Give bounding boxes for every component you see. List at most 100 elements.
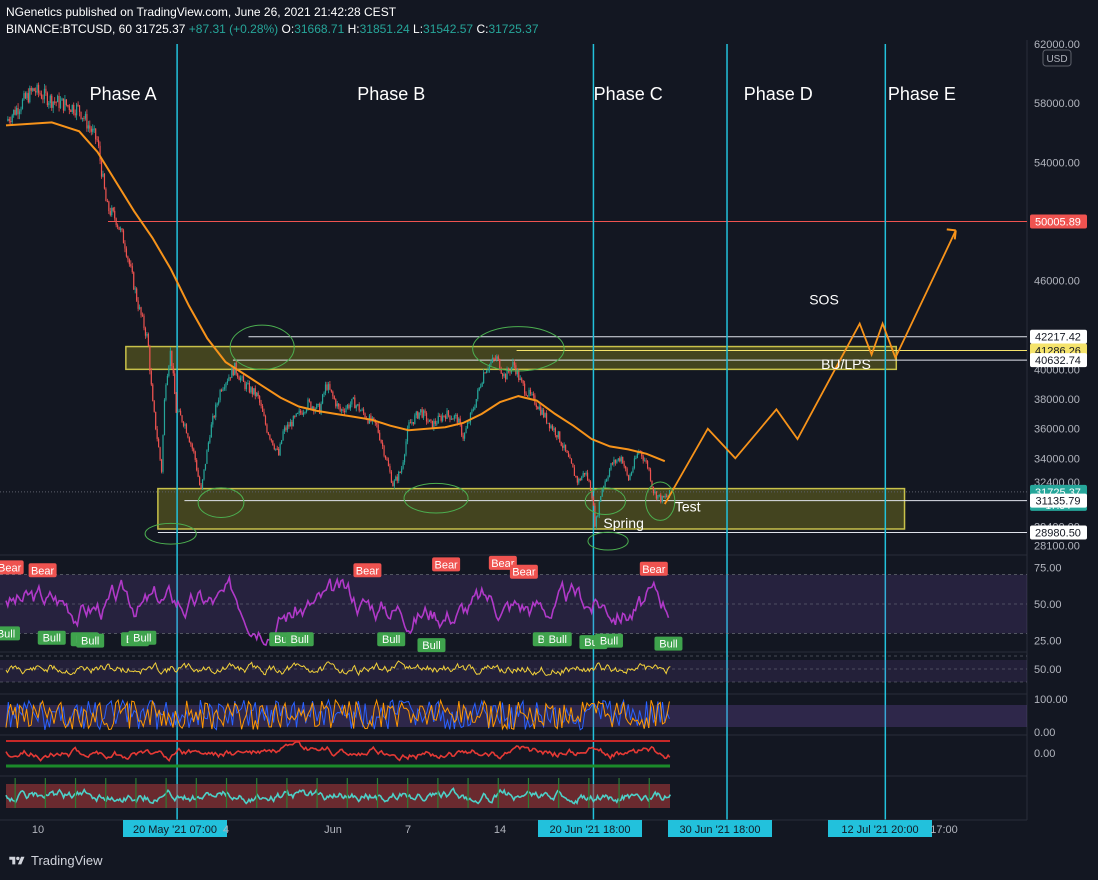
- time-tick-label: 20 May '21 07:00: [133, 824, 217, 836]
- candle-body: [566, 450, 568, 453]
- candle-body: [308, 399, 311, 402]
- phase-label-4: Phase D: [744, 84, 813, 104]
- candle-body: [490, 362, 492, 365]
- candle-body: [323, 392, 325, 395]
- candle-body: [238, 377, 240, 381]
- candle-body: [155, 411, 157, 430]
- candle-body: [188, 437, 190, 443]
- bull-signal-label: Bull: [549, 634, 567, 646]
- high-label: H:: [347, 22, 360, 36]
- candle-body: [42, 98, 44, 100]
- candle-body: [292, 416, 294, 427]
- candle-body: [273, 445, 275, 450]
- candle-body: [480, 386, 482, 388]
- price-tick-label: 54000.00: [1034, 157, 1080, 169]
- candle-body: [97, 140, 100, 146]
- candle-body: [67, 105, 69, 107]
- candle-body: [452, 418, 454, 420]
- candle-body: [660, 494, 662, 502]
- osc3-tick-label: 0.00: [1034, 748, 1055, 760]
- candle-body: [102, 173, 104, 177]
- candle-body: [86, 114, 88, 129]
- candle-body: [264, 416, 267, 425]
- highlight-circle: [144, 522, 197, 545]
- candle-body: [578, 478, 580, 483]
- candle-body: [147, 333, 149, 347]
- candle-body: [124, 243, 126, 249]
- candle-body: [54, 101, 56, 103]
- rsi-tick-label: 75.00: [1034, 562, 1062, 574]
- candle-body: [488, 364, 491, 370]
- candle-body: [543, 409, 545, 418]
- candle-body: [300, 410, 302, 413]
- candle-body: [35, 91, 37, 93]
- candle-body: [144, 328, 147, 336]
- candle-body: [61, 98, 63, 101]
- candle-body: [32, 88, 34, 91]
- candle-body: [111, 207, 113, 216]
- price-tick-label: 46000.00: [1034, 276, 1080, 288]
- candle-body: [499, 359, 501, 370]
- candle-body: [218, 400, 220, 404]
- candle-body: [259, 396, 261, 403]
- candle-body: [276, 448, 278, 450]
- candle-body: [531, 393, 533, 395]
- candle-body: [591, 490, 593, 499]
- candle-body: [89, 125, 91, 129]
- candle-body: [525, 393, 527, 396]
- annotation-spring: Spring: [603, 515, 643, 531]
- candle-body: [335, 399, 337, 407]
- candle-body: [254, 388, 256, 396]
- candle-body: [207, 442, 209, 451]
- candle-body: [93, 128, 95, 130]
- candle-body: [278, 448, 280, 456]
- candle-body: [651, 480, 653, 487]
- candle-body: [275, 448, 277, 450]
- candle-body: [532, 393, 535, 396]
- candle-body: [134, 288, 136, 290]
- candle-body: [48, 102, 50, 106]
- phase-label-3: Phase C: [594, 84, 663, 104]
- close-value: 31725.37: [488, 22, 539, 36]
- candle-body: [203, 469, 205, 480]
- rsi-line: [5, 574, 670, 647]
- price-chart[interactable]: Phase A Phase B Phase C Phase D Phase E SOS BU…: [0, 0, 1098, 848]
- candle-body: [313, 406, 315, 412]
- candle-body: [395, 476, 397, 481]
- candle-body: [92, 128, 94, 132]
- candle-body: [522, 380, 524, 384]
- annotation-sos: SOS: [809, 291, 839, 307]
- candle-body: [23, 93, 25, 100]
- tradingview-footer[interactable]: TradingView: [8, 853, 103, 868]
- candle-body: [589, 481, 592, 491]
- candle-body: [474, 407, 476, 410]
- candle-body: [204, 463, 207, 470]
- candle-body: [657, 495, 659, 499]
- candle-body: [619, 458, 621, 462]
- time-tick-label: 30 Jun '21 18:00: [679, 824, 760, 836]
- candle-body: [165, 384, 167, 400]
- candle-body: [658, 494, 660, 496]
- candle-body: [241, 376, 243, 378]
- publish-info-text: NGenetics published on TradingView.com, …: [6, 5, 397, 19]
- candle-body: [627, 475, 630, 481]
- candle-body: [471, 409, 473, 413]
- candle-body: [358, 404, 360, 411]
- candle-body: [503, 373, 505, 377]
- candle-body: [191, 444, 193, 449]
- price-tick-label: 38000.00: [1034, 394, 1080, 406]
- candle-body: [298, 410, 300, 414]
- candle-body: [468, 422, 470, 424]
- candle-body: [326, 384, 328, 390]
- candle-body: [427, 421, 429, 423]
- candle-body: [209, 437, 211, 443]
- price-tick-label: 62000.00: [1034, 39, 1080, 51]
- candle-body: [401, 468, 403, 473]
- candle-body: [169, 350, 171, 367]
- candle-body: [253, 388, 255, 395]
- candle-body: [171, 350, 173, 366]
- candle-body: [425, 413, 428, 422]
- candle-body: [223, 387, 226, 389]
- candle-body: [14, 109, 16, 115]
- candle-body: [263, 411, 265, 417]
